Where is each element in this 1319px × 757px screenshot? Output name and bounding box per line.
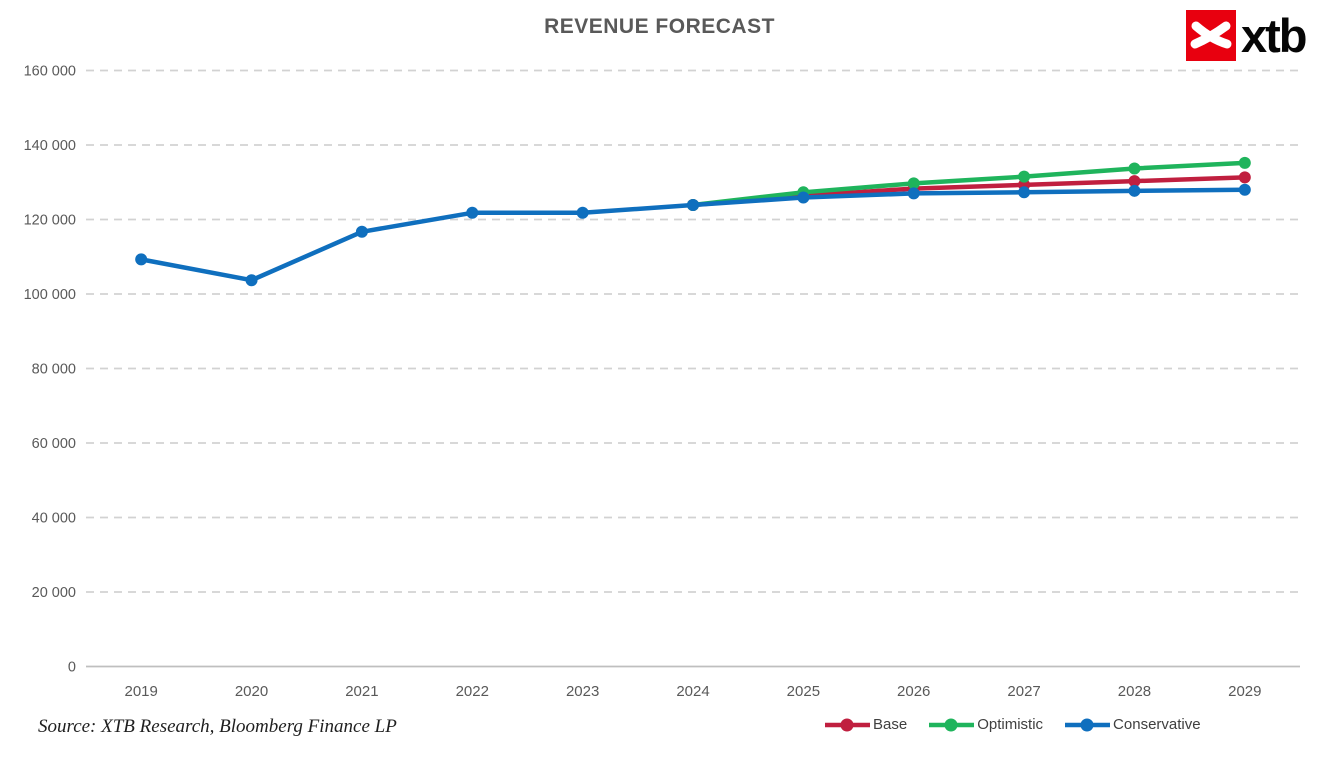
- x-tick-label: 2026: [897, 683, 930, 700]
- legend-marker-optimistic: [929, 718, 975, 731]
- x-tick-label: 2027: [1007, 683, 1040, 700]
- data-point-conservative: [1238, 183, 1251, 196]
- x-tick-label: 2024: [676, 683, 709, 700]
- data-point-conservative: [576, 206, 589, 219]
- x-tick-label: 2028: [1118, 683, 1151, 700]
- legend-label-optimistic: Optimistic: [977, 716, 1044, 733]
- data-point-base: [1238, 171, 1251, 184]
- data-point-optimistic: [1018, 170, 1031, 183]
- x-tick-label: 2023: [566, 683, 599, 700]
- data-point-optimistic: [1128, 162, 1141, 175]
- y-tick-label: 100 000: [24, 287, 76, 303]
- data-point-conservative: [466, 206, 479, 219]
- data-point-optimistic: [907, 177, 920, 190]
- data-point-conservative: [1128, 184, 1141, 197]
- data-point-conservative: [355, 225, 368, 238]
- data-point-optimistic: [1238, 156, 1251, 169]
- legend-label-base: Base: [873, 716, 908, 733]
- y-tick-label: 0: [68, 660, 76, 676]
- xtb-bird-icon: [1186, 10, 1236, 61]
- x-tick-label: 2021: [345, 683, 378, 700]
- legend-label-conservative: Conservative: [1113, 716, 1201, 733]
- y-tick-label: 80 000: [32, 362, 76, 378]
- y-tick-label: 120 000: [24, 213, 76, 229]
- x-tick-label: 2029: [1228, 683, 1261, 700]
- chart-title: REVENUE FORECAST: [544, 15, 775, 38]
- data-point-conservative: [245, 274, 258, 287]
- legend-item-base: Base: [824, 716, 907, 733]
- data-point-conservative: [687, 198, 699, 211]
- x-tick-label: 2019: [124, 683, 157, 700]
- y-tick-label: 140 000: [24, 138, 76, 154]
- chart-legend: Base Optimistic Conservative: [824, 716, 1201, 733]
- series-line-optimistic: [690, 160, 1248, 208]
- xtb-logo-text: xtb: [1241, 9, 1307, 62]
- x-tick-label: 2025: [787, 683, 820, 700]
- data-point-conservative: [907, 187, 920, 200]
- y-tick-label: 60 000: [32, 436, 76, 452]
- source-note: Source: XTB Research, Bloomberg Finance …: [38, 716, 397, 737]
- x-tick-label: 2022: [456, 683, 489, 700]
- data-point-base: [1128, 175, 1141, 188]
- legend-marker-base: [825, 718, 870, 731]
- xtb-logo-mark: [1186, 10, 1236, 61]
- data-point-conservative: [1018, 186, 1031, 199]
- legend-item-optimistic: Optimistic: [928, 716, 1043, 733]
- y-tick-label: 40 000: [32, 511, 76, 527]
- y-tick-label: 20 000: [32, 585, 76, 601]
- data-point-conservative: [797, 191, 810, 204]
- xtb-logo: xtb: [1186, 9, 1307, 62]
- y-tick-label: 160 000: [24, 64, 76, 80]
- legend-marker-conservative: [1065, 718, 1111, 731]
- data-point-conservative: [135, 253, 148, 266]
- x-tick-label: 2020: [235, 683, 268, 700]
- legend-item-conservative: Conservative: [1064, 716, 1201, 733]
